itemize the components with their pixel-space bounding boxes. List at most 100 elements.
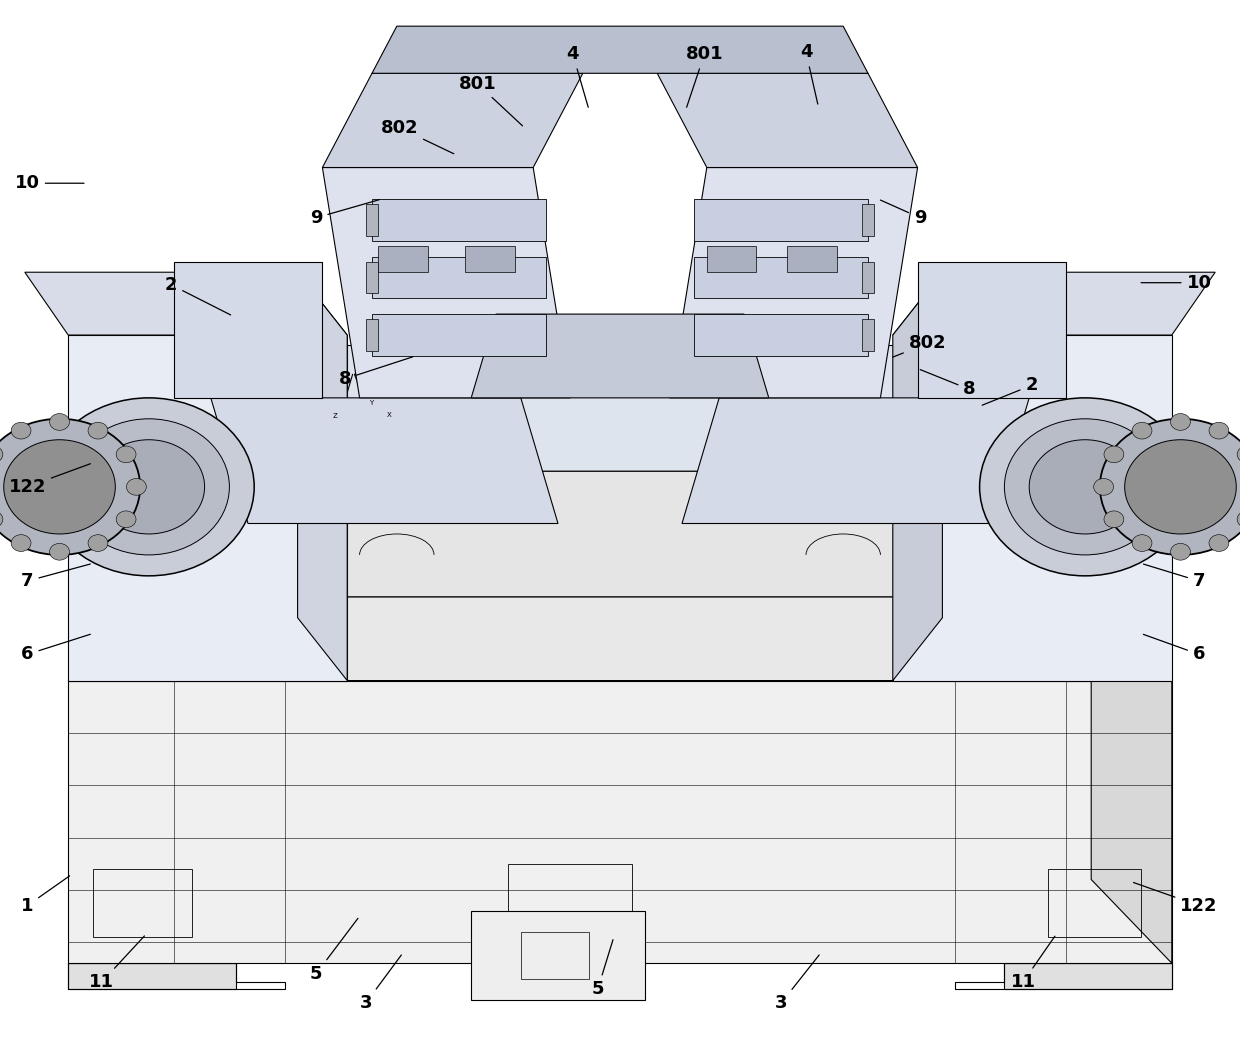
Bar (78, 550, 177, 607)
Circle shape (88, 535, 108, 552)
Polygon shape (68, 681, 1172, 963)
Circle shape (43, 398, 254, 576)
Polygon shape (1091, 597, 1172, 963)
Polygon shape (298, 272, 347, 681)
Bar (471, 911, 645, 1000)
Circle shape (1171, 543, 1190, 560)
Circle shape (1171, 414, 1190, 430)
Circle shape (1094, 478, 1114, 495)
Bar (1060, 466, 1159, 524)
Bar (694, 199, 868, 241)
Bar (521, 932, 589, 979)
Bar (787, 246, 837, 272)
Polygon shape (670, 168, 918, 398)
Bar (862, 262, 874, 293)
Bar (372, 199, 546, 241)
Polygon shape (149, 471, 1091, 597)
Polygon shape (657, 73, 918, 168)
Circle shape (4, 440, 115, 534)
Circle shape (1238, 511, 1240, 528)
Circle shape (1100, 419, 1240, 555)
Polygon shape (223, 346, 1017, 471)
Circle shape (1104, 511, 1123, 528)
Circle shape (0, 511, 2, 528)
Bar (862, 204, 874, 236)
Text: 11: 11 (89, 936, 144, 992)
Text: 8: 8 (920, 370, 976, 399)
Text: 7: 7 (21, 564, 91, 591)
Polygon shape (322, 73, 583, 168)
Bar (378, 246, 428, 272)
Circle shape (117, 511, 136, 528)
Circle shape (1209, 535, 1229, 552)
Text: 3: 3 (360, 955, 402, 1012)
Text: 7: 7 (1143, 564, 1205, 591)
Circle shape (88, 422, 108, 439)
Polygon shape (1004, 963, 1172, 989)
Circle shape (1238, 446, 1240, 463)
Circle shape (1209, 422, 1229, 439)
Bar (1048, 869, 1141, 937)
Text: 802: 802 (381, 118, 454, 154)
Circle shape (0, 446, 2, 463)
Circle shape (117, 446, 136, 463)
Bar (707, 246, 756, 272)
Text: 10: 10 (1141, 273, 1211, 292)
Circle shape (11, 422, 31, 439)
Polygon shape (211, 398, 558, 524)
Text: 6: 6 (1143, 634, 1205, 664)
Circle shape (1104, 446, 1123, 463)
Text: 801: 801 (459, 74, 522, 126)
Text: 10: 10 (15, 174, 84, 193)
Polygon shape (68, 335, 347, 681)
Text: 11: 11 (1011, 936, 1055, 992)
Polygon shape (322, 168, 570, 398)
Bar (372, 257, 546, 298)
Text: 4: 4 (800, 43, 818, 104)
Text: 5: 5 (591, 940, 613, 999)
Circle shape (50, 543, 69, 560)
Text: 2: 2 (165, 275, 231, 315)
Circle shape (1125, 440, 1236, 534)
Circle shape (980, 398, 1190, 576)
Text: X: X (387, 411, 392, 418)
Circle shape (1132, 422, 1152, 439)
Bar (372, 314, 546, 356)
Circle shape (50, 414, 69, 430)
Polygon shape (682, 398, 1029, 524)
Polygon shape (918, 262, 1066, 398)
Circle shape (68, 419, 229, 555)
Circle shape (1132, 535, 1152, 552)
Polygon shape (25, 272, 347, 335)
Text: 802: 802 (893, 334, 946, 357)
Polygon shape (893, 272, 1215, 335)
Bar (78, 382, 177, 440)
Circle shape (11, 535, 31, 552)
Text: Y: Y (370, 400, 373, 406)
Text: 801: 801 (686, 45, 723, 107)
Circle shape (0, 419, 140, 555)
Bar (366, 204, 378, 236)
Bar (366, 319, 378, 351)
Circle shape (1004, 419, 1166, 555)
Text: 9: 9 (880, 200, 926, 227)
Text: 3: 3 (775, 955, 820, 1012)
Text: 6: 6 (21, 634, 91, 664)
Polygon shape (68, 597, 1172, 681)
Polygon shape (893, 335, 1172, 681)
Bar (862, 319, 874, 351)
Text: 8: 8 (339, 357, 413, 388)
Bar (93, 869, 192, 937)
Text: 5: 5 (310, 918, 358, 983)
Circle shape (126, 478, 146, 495)
Text: 9: 9 (310, 200, 379, 227)
Text: 1: 1 (21, 876, 69, 915)
Polygon shape (471, 314, 769, 398)
Bar (694, 314, 868, 356)
Bar (508, 864, 632, 937)
Text: 122: 122 (9, 464, 91, 496)
Polygon shape (174, 262, 322, 398)
Bar (1060, 382, 1159, 440)
Text: Z: Z (332, 413, 337, 419)
Bar (465, 246, 515, 272)
